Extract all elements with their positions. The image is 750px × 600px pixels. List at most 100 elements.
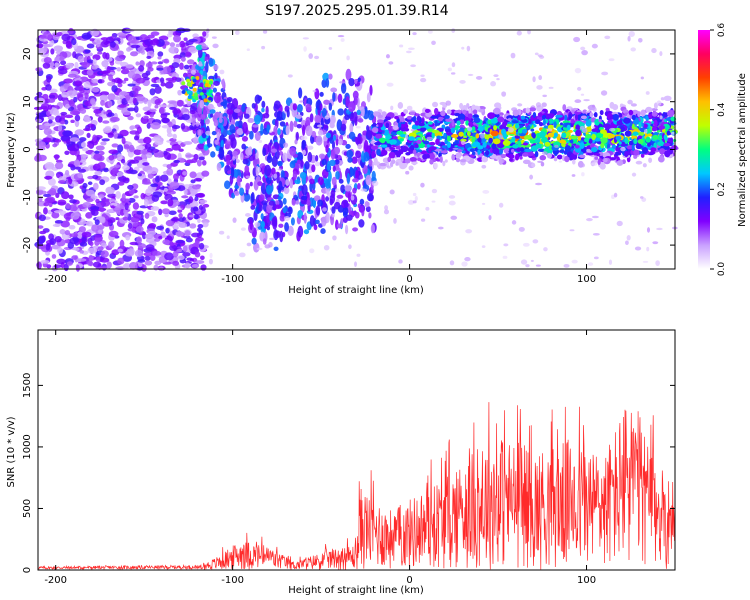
heatmap-x-tick-label: 0	[406, 274, 412, 285]
heatmap-cell	[271, 156, 278, 167]
heatmap-cell	[99, 257, 110, 263]
heatmap-cell	[180, 204, 185, 209]
heatmap-y-tick-label: -10	[22, 189, 33, 205]
heatmap-cell	[287, 74, 293, 78]
heatmap-cell	[570, 135, 579, 140]
heatmap-cell	[514, 135, 521, 139]
heatmap-cell	[109, 175, 117, 180]
heatmap-cell	[333, 146, 341, 155]
heatmap-cell	[279, 230, 284, 243]
heatmap-cell	[69, 204, 79, 212]
heatmap-cell	[277, 160, 283, 167]
heatmap-cell	[393, 217, 397, 224]
heatmap-cell	[75, 264, 80, 272]
heatmap-cell	[530, 128, 535, 132]
heatmap-cell	[56, 258, 66, 265]
heatmap-cell	[594, 137, 601, 142]
heatmap-cell	[149, 108, 157, 113]
heatmap-cell	[583, 99, 590, 102]
heatmap-cell	[147, 44, 154, 51]
heatmap-cell	[571, 174, 576, 177]
heatmap-cells	[33, 27, 679, 272]
heatmap-cell	[414, 143, 419, 148]
heatmap-cell	[659, 148, 666, 155]
heatmap-cell	[69, 99, 75, 107]
heatmap-cell	[397, 102, 404, 109]
heatmap-cell	[218, 146, 225, 159]
heatmap-cell	[595, 132, 604, 139]
colorbar-tick-label: 0.2	[717, 182, 727, 196]
heatmap-cell	[645, 91, 650, 95]
heatmap-cell	[358, 219, 365, 228]
heatmap-cell	[637, 135, 643, 139]
heatmap-cell	[335, 170, 340, 180]
heatmap-cell	[143, 252, 153, 257]
heatmap-cell	[289, 147, 297, 156]
heatmap-cell	[71, 143, 80, 152]
heatmap-cell	[94, 150, 100, 155]
heatmap-cell	[117, 144, 124, 153]
heatmap-cell	[359, 198, 365, 205]
heatmap-cell	[57, 247, 64, 254]
heatmap-cell	[62, 83, 70, 89]
heatmap-cell	[93, 109, 102, 114]
heatmap-cell	[601, 71, 609, 76]
heatmap-cell	[653, 119, 658, 127]
heatmap-cell	[185, 204, 193, 209]
heatmap-cell	[657, 135, 663, 141]
heatmap-cell	[302, 37, 309, 40]
heatmap-cell	[646, 227, 651, 233]
heatmap-cell	[339, 161, 343, 165]
heatmap-cell	[241, 104, 246, 113]
heatmap-cell	[229, 124, 236, 134]
heatmap-cell	[107, 132, 114, 138]
heatmap-cell	[43, 207, 48, 215]
heatmap-cell	[475, 75, 483, 80]
heatmap-cell	[133, 105, 139, 113]
heatmap-cell	[220, 139, 224, 148]
heatmap-cell	[86, 43, 95, 49]
heatmap-cell	[321, 158, 327, 166]
heatmap-cell	[50, 48, 55, 55]
heatmap-cell	[106, 65, 111, 74]
heatmap-cell	[103, 168, 109, 173]
heatmap-cell	[637, 139, 644, 145]
heatmap-cell	[446, 141, 452, 149]
heatmap-cell	[548, 86, 554, 89]
heatmap-cell	[297, 225, 304, 238]
heatmap-cell	[498, 112, 504, 116]
heatmap-cell	[204, 118, 210, 125]
heatmap-cell	[583, 137, 590, 143]
heatmap-cell	[338, 178, 344, 184]
heatmap-cell	[361, 106, 365, 118]
heatmap-cell	[328, 46, 333, 50]
heatmap-cell	[380, 138, 386, 144]
heatmap-cell	[651, 48, 657, 54]
heatmap-cell	[253, 179, 259, 191]
heatmap-cell	[111, 143, 119, 148]
heatmap-cell	[313, 195, 321, 202]
heatmap-cell	[527, 29, 531, 35]
heatmap-cell	[481, 156, 489, 163]
heatmap-cell	[604, 35, 611, 40]
heatmap-cell	[325, 132, 331, 139]
heatmap-cell	[304, 161, 310, 170]
heatmap-cell	[360, 188, 368, 192]
heatmap-cell	[282, 197, 287, 205]
heatmap-cell	[245, 182, 251, 191]
colorbar-tick-label: 0.4	[717, 102, 727, 117]
heatmap-cell	[183, 37, 188, 42]
heatmap-cell	[510, 52, 516, 59]
heatmap-cell	[532, 239, 539, 244]
heatmap-cell	[405, 133, 409, 140]
heatmap-cell	[224, 180, 231, 190]
heatmap-cell	[273, 173, 278, 179]
heatmap-cell	[41, 102, 50, 109]
heatmap-cell	[197, 47, 203, 59]
heatmap-cell	[191, 232, 201, 238]
heatmap-cell	[241, 135, 249, 142]
heatmap-cell	[564, 114, 568, 121]
heatmap-cell	[60, 60, 67, 66]
heatmap-cell	[69, 110, 80, 116]
heatmap-cell	[260, 220, 266, 229]
